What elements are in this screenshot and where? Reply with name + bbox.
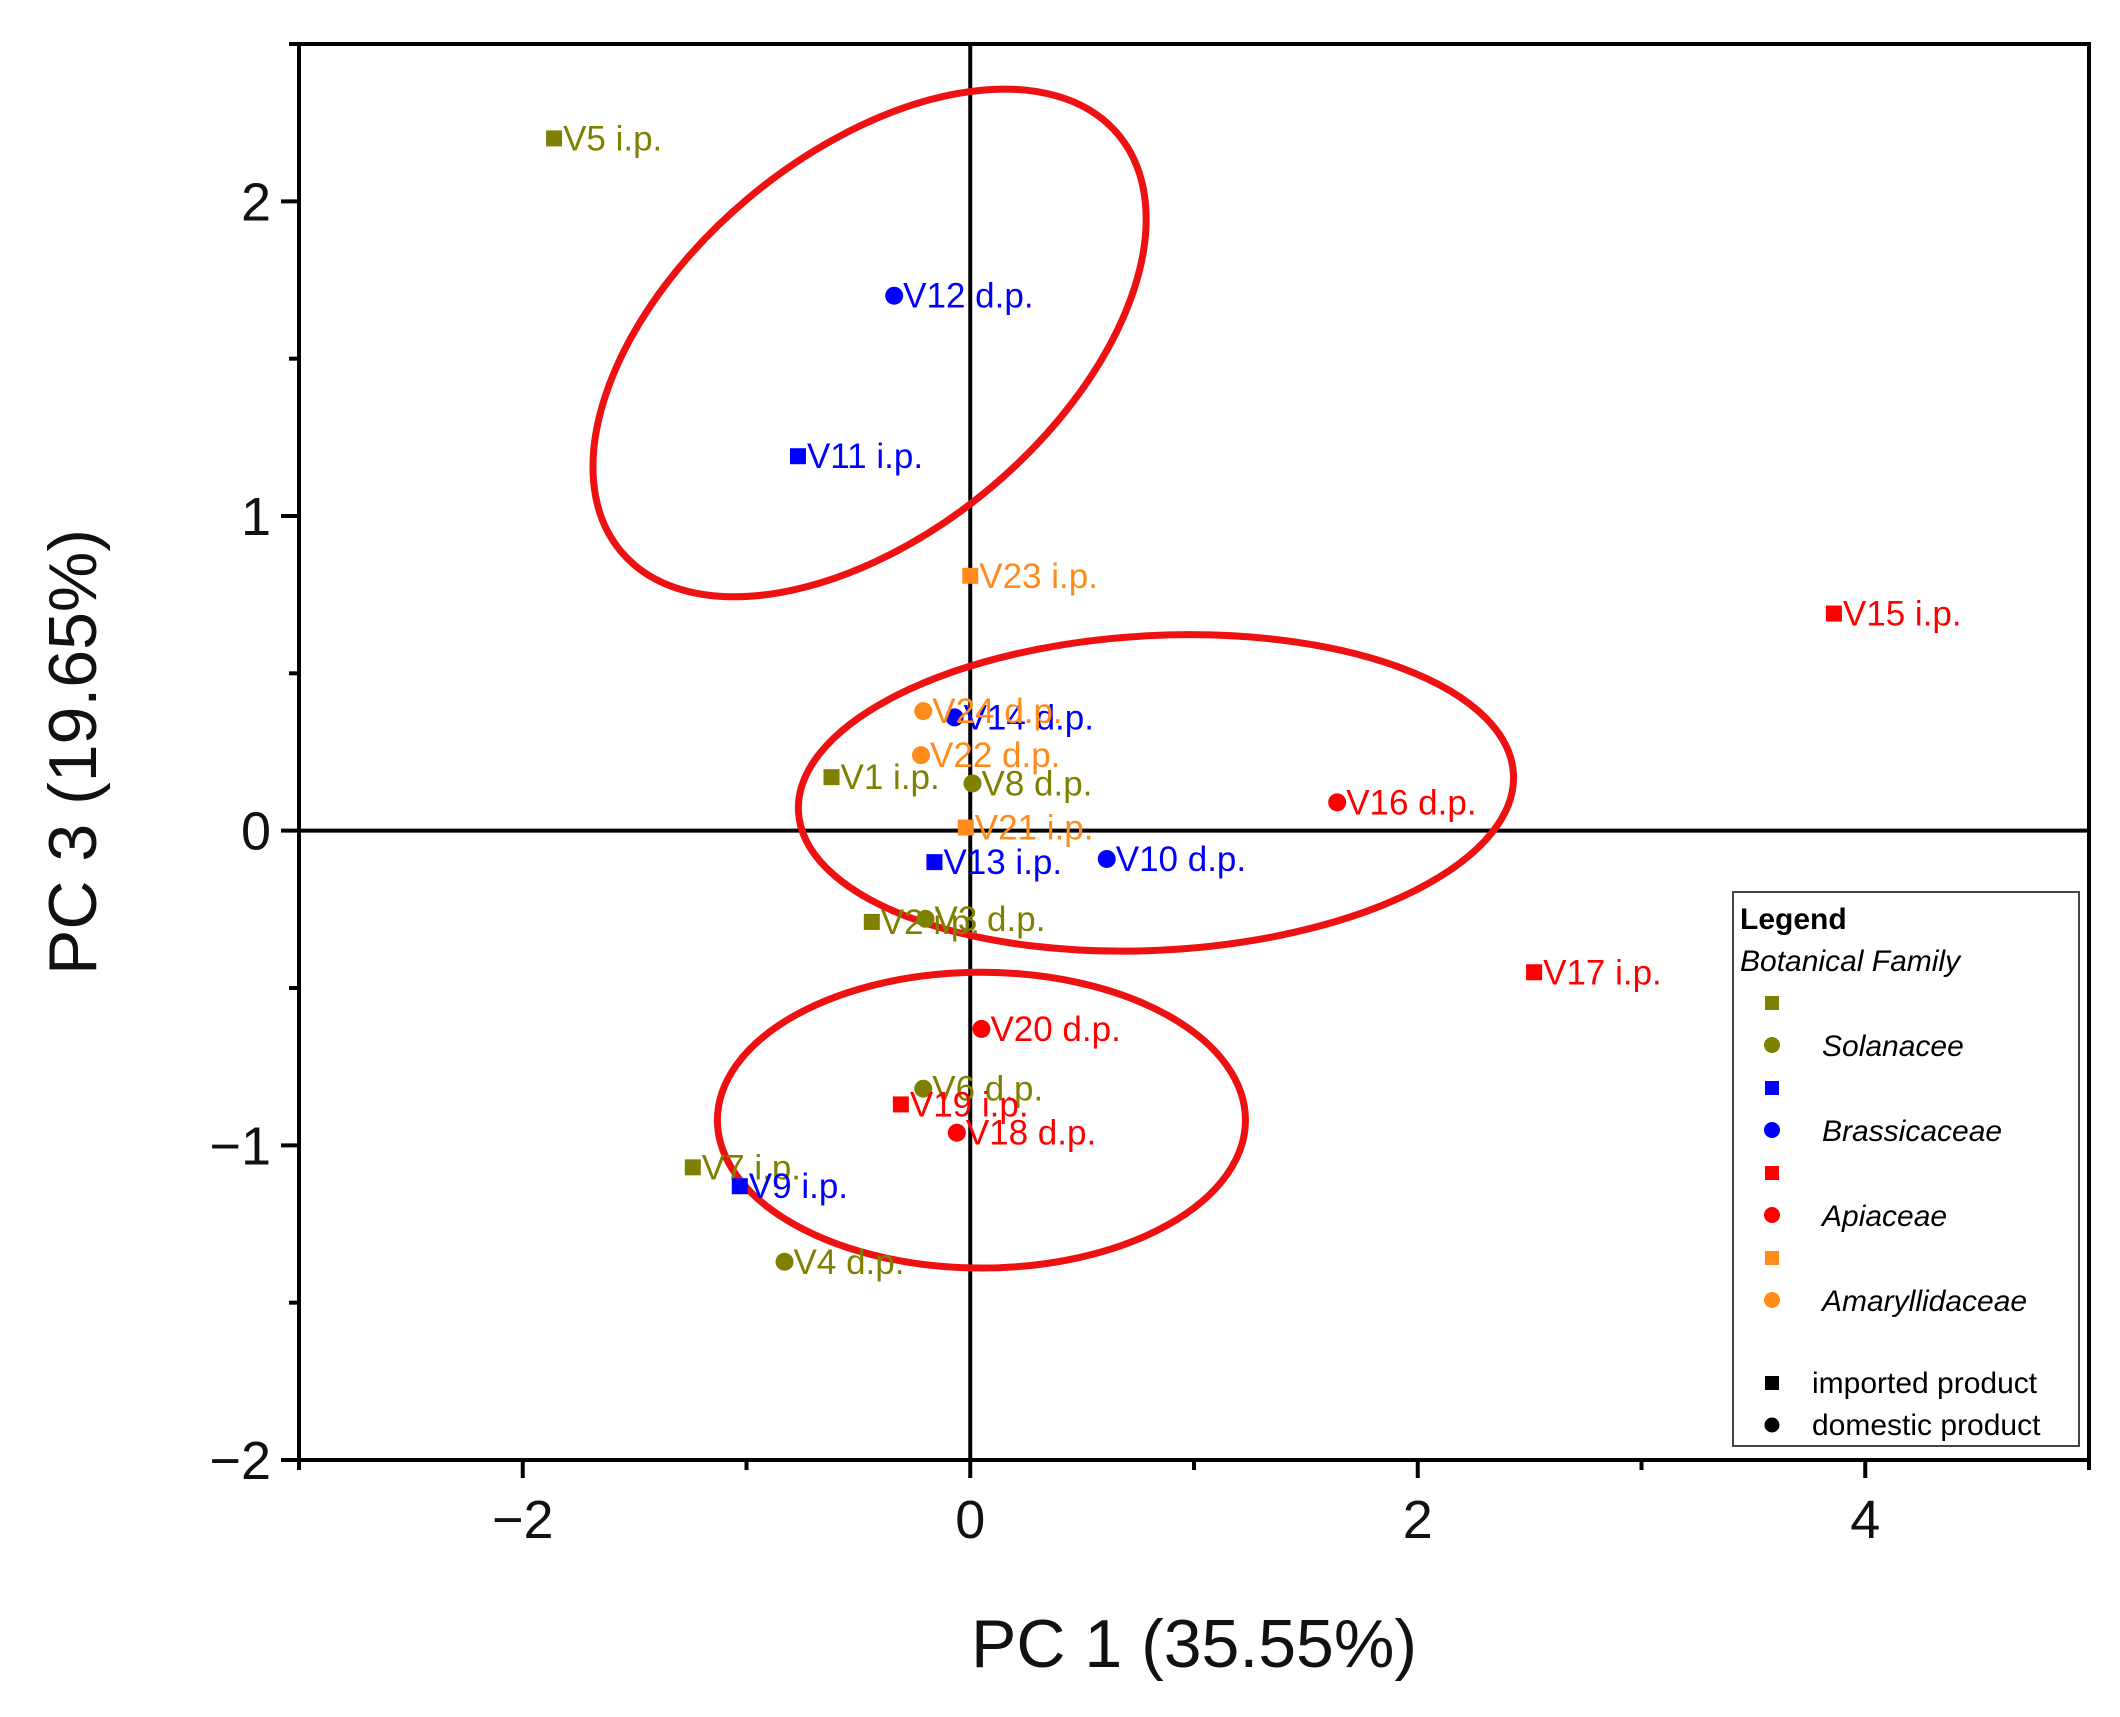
x-tick-label: 4 — [1850, 1490, 1880, 1550]
legend-label-amaryllidaceae: Amaryllidaceae — [1820, 1285, 2027, 1318]
point-label-v1-i-p: V1 i.p. — [841, 758, 940, 797]
point-label-v14-d-p: V14 d.p. — [964, 698, 1094, 737]
point-label-v16-d-p: V16 d.p. — [1346, 783, 1476, 822]
point-label-v12-d-p: V12 d.p. — [903, 277, 1033, 316]
point-marker-v20-d-p — [972, 1019, 991, 1038]
point-label-v15-i-p: V15 i.p. — [1843, 595, 1962, 634]
legend-family-entries: Solanacee Brassicaceae Apiaceae Amaryllidac… — [1764, 996, 2027, 1318]
x-tick-label: −2 — [492, 1490, 554, 1550]
point-marker-v22-d-p — [912, 746, 931, 765]
point-marker-v14-d-p — [945, 708, 964, 727]
point-marker-v3-d-p — [916, 909, 935, 928]
point-marker-v5-i-p — [546, 130, 563, 147]
point-label-v24-d-p: V24 d.p. — [932, 692, 1062, 731]
y-tick-label: 0 — [241, 802, 271, 862]
legend-entry-imported: imported product — [1765, 1367, 2038, 1400]
legend-circle-amaryllidaceae — [1764, 1292, 1780, 1308]
point-label-v3-d-p: V3 d.p. — [935, 900, 1046, 939]
y-tick-label: −2 — [209, 1431, 271, 1491]
legend-label-apiaceae: Apiaceae — [1820, 1200, 1947, 1233]
point-label-v8-d-p: V8 d.p. — [981, 764, 1092, 803]
legend-circle-apiaceae — [1764, 1207, 1780, 1223]
legend: Legend Botanical Family Solanacee Brassic… — [1732, 891, 2080, 1447]
point-label-v7-i-p: V7 i.p. — [702, 1148, 801, 1187]
point-label-v11-i-p: V11 i.p. — [807, 437, 923, 476]
point-marker-v7-i-p — [684, 1159, 701, 1176]
point-label-v22-d-p: V22 d.p. — [930, 736, 1060, 775]
point-label-v23-i-p: V23 i.p. — [979, 557, 1098, 596]
legend-circle-black — [1764, 1417, 1780, 1433]
x-axis-ticks: −2 0 2 4 — [297, 1460, 2091, 1550]
point-label-v4-d-p: V4 d.p. — [794, 1243, 905, 1282]
y-axis-title: PC 3 (19.65%) — [35, 529, 111, 975]
cluster-ellipse-2 — [794, 631, 1518, 955]
point-label-v19-i-p: V19 i.p. — [910, 1085, 1029, 1124]
point-marker-v4-d-p — [775, 1252, 794, 1271]
point-marker-v9-i-p — [731, 1178, 748, 1195]
legend-domestic-label: domestic product — [1812, 1409, 2041, 1442]
point-marker-v15-i-p — [1825, 605, 1842, 622]
legend-square-amaryllidaceae — [1765, 1251, 1779, 1265]
legend-title: Legend — [1740, 903, 1847, 936]
point-marker-v2-i-p — [863, 913, 880, 930]
legend-square-black — [1765, 1376, 1779, 1390]
y-tick-label: 1 — [241, 487, 271, 547]
point-marker-v1-i-p — [823, 769, 840, 786]
data-points: V1 i.p.V2 i.p.V3 d.p.V4 d.p.V5 i.p.V6 d.… — [546, 119, 1962, 1282]
point-marker-v13-i-p — [926, 854, 943, 871]
cluster-ellipse-1 — [589, 85, 1150, 601]
point-marker-v11-i-p — [789, 448, 806, 465]
point-marker-v19-i-p — [892, 1096, 909, 1113]
point-marker-v23-i-p — [962, 567, 979, 584]
y-tick-label: 2 — [241, 172, 271, 232]
point-marker-v17-i-p — [1526, 964, 1543, 981]
legend-circle-solanacee — [1764, 1037, 1780, 1053]
cluster-ellipses — [589, 85, 1518, 1272]
x-tick-label: 0 — [955, 1490, 985, 1550]
legend-square-solanacee — [1765, 996, 1779, 1010]
point-label-v9-i-p: V9 i.p. — [749, 1167, 848, 1206]
point-marker-v8-d-p — [963, 774, 982, 793]
point-label-v5-i-p: V5 i.p. — [563, 119, 662, 158]
point-marker-v18-d-p — [947, 1123, 966, 1142]
point-label-v6-d-p: V6 d.p. — [932, 1070, 1043, 1109]
cluster-ellipse-3 — [713, 968, 1249, 1272]
point-label-v21-i-p: V21 i.p. — [975, 809, 1094, 848]
legend-box — [1732, 891, 2080, 1447]
y-tick-label: −1 — [209, 1116, 271, 1176]
point-label-v10-d-p: V10 d.p. — [1116, 840, 1246, 879]
y-axis-ticks: −2 −1 0 1 2 — [209, 42, 299, 1491]
point-marker-v21-i-p — [957, 819, 974, 836]
point-marker-v24-d-p — [914, 702, 933, 721]
point-label-v13-i-p: V13 i.p. — [943, 843, 1062, 882]
point-marker-v10-d-p — [1097, 849, 1116, 868]
legend-square-brassicaceae — [1765, 1081, 1779, 1095]
point-marker-v16-d-p — [1328, 793, 1347, 812]
legend-square-apiaceae — [1765, 1166, 1779, 1180]
x-axis-title: PC 1 (35.55%) — [971, 1606, 1417, 1682]
point-marker-v12-d-p — [885, 286, 904, 305]
legend-label-solanacee: Solanacee — [1822, 1030, 1964, 1063]
legend-subtitle: Botanical Family — [1740, 945, 1962, 978]
legend-label-brassicaceae: Brassicaceae — [1822, 1115, 2002, 1148]
point-label-v17-i-p: V17 i.p. — [1543, 953, 1662, 992]
legend-imported-label: imported product — [1812, 1367, 2038, 1400]
point-label-v18-d-p: V18 d.p. — [966, 1114, 1096, 1153]
point-label-v20-d-p: V20 d.p. — [990, 1010, 1120, 1049]
x-tick-label: 2 — [1403, 1490, 1433, 1550]
legend-circle-brassicaceae — [1764, 1122, 1780, 1138]
legend-entry-domestic: domestic product — [1764, 1409, 2041, 1442]
point-marker-v6-d-p — [914, 1079, 933, 1098]
